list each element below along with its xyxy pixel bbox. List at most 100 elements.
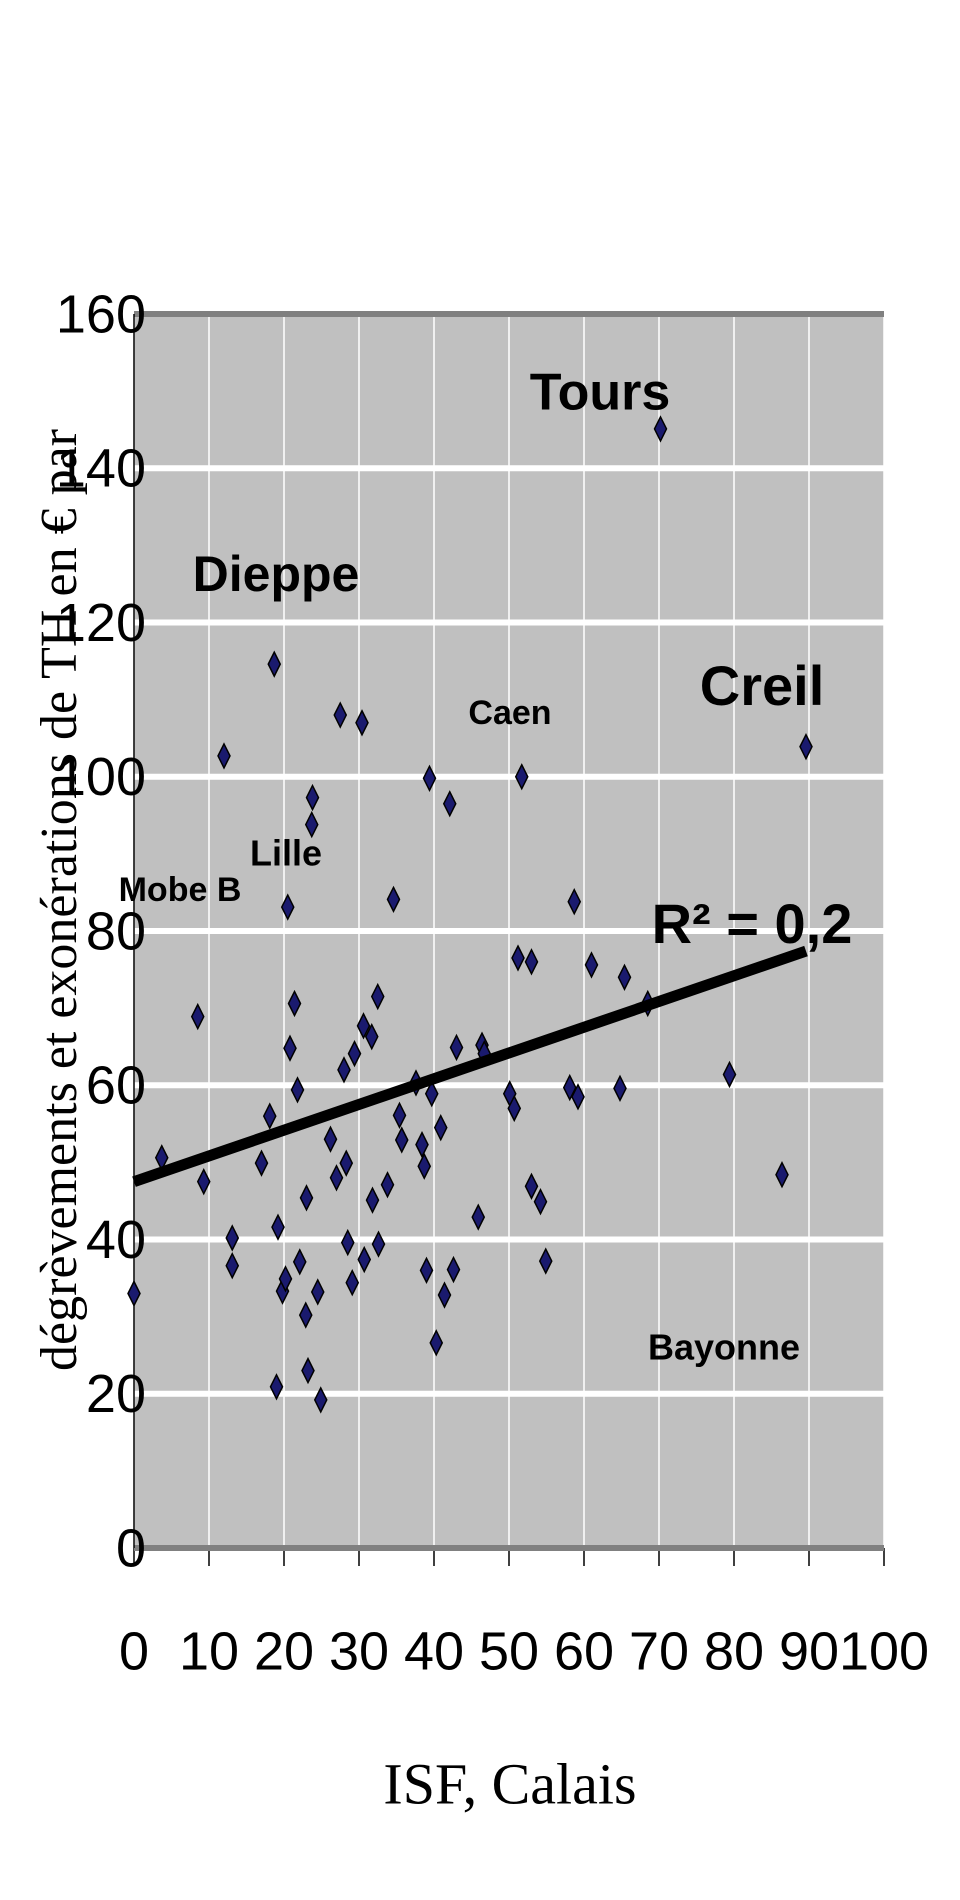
point xyxy=(799,732,813,761)
x-tick-label: 20 xyxy=(254,1621,314,1681)
point xyxy=(437,1281,452,1309)
point xyxy=(562,1073,577,1102)
point xyxy=(323,1125,338,1153)
point xyxy=(298,1301,313,1329)
y-tick-label: 140 xyxy=(56,439,146,499)
y-tick-label: 160 xyxy=(56,284,146,344)
point xyxy=(225,1252,240,1280)
annotation: Creil xyxy=(700,654,825,717)
point xyxy=(446,1255,461,1284)
point xyxy=(254,1149,269,1177)
point xyxy=(442,790,457,818)
point xyxy=(380,1171,395,1199)
y-tick-label: 20 xyxy=(86,1364,146,1424)
point xyxy=(340,1228,355,1257)
annotation: Caen xyxy=(468,694,551,732)
annotation: Mobe B xyxy=(119,871,242,909)
x-tick-label: 80 xyxy=(704,1621,764,1681)
annotation: Dieppe xyxy=(193,546,360,602)
trendline xyxy=(132,945,808,1187)
y-tick-label: 60 xyxy=(86,1056,146,1116)
point xyxy=(190,1002,205,1031)
point xyxy=(364,1022,379,1051)
point xyxy=(310,1278,325,1306)
y-tick-label: 40 xyxy=(86,1210,146,1270)
annotation: Bayonne xyxy=(648,1327,800,1368)
x-tick-label: 60 xyxy=(554,1621,614,1681)
point xyxy=(613,1074,627,1103)
point xyxy=(584,951,599,979)
point xyxy=(386,885,401,914)
point xyxy=(722,1060,737,1089)
point xyxy=(304,810,319,839)
point xyxy=(511,944,525,972)
point xyxy=(355,709,369,737)
point xyxy=(278,1265,293,1293)
point xyxy=(370,982,385,1011)
point xyxy=(524,948,539,976)
x-axis-label: ISF, Calais xyxy=(383,1751,636,1816)
x-tick-label: 40 xyxy=(404,1621,464,1681)
point xyxy=(617,963,632,991)
point xyxy=(280,893,295,921)
point xyxy=(333,701,348,729)
point xyxy=(269,1373,284,1401)
point xyxy=(419,1256,434,1285)
point xyxy=(533,1188,548,1216)
point xyxy=(262,1102,277,1130)
point xyxy=(415,1130,429,1159)
y-tick-label: 120 xyxy=(56,593,146,653)
point xyxy=(429,1329,444,1357)
point xyxy=(267,650,282,678)
point xyxy=(417,1152,432,1180)
point xyxy=(775,1161,789,1189)
point xyxy=(371,1230,386,1258)
point xyxy=(225,1224,240,1252)
point xyxy=(127,1279,141,1308)
point xyxy=(329,1164,344,1192)
point xyxy=(305,783,320,812)
point xyxy=(290,1076,305,1104)
point xyxy=(449,1033,464,1062)
x-tick-label: 70 xyxy=(629,1621,689,1681)
point xyxy=(299,1184,314,1212)
point xyxy=(424,1080,439,1108)
y-tick-label: 100 xyxy=(56,747,146,807)
x-tick-label: 50 xyxy=(479,1621,539,1681)
point xyxy=(301,1356,315,1385)
x-tick-label: 0 xyxy=(119,1621,149,1681)
point xyxy=(524,1172,539,1200)
point xyxy=(339,1149,354,1177)
point xyxy=(357,1245,372,1274)
point xyxy=(433,1113,448,1142)
point xyxy=(392,1101,407,1130)
point xyxy=(347,1039,362,1068)
x-tick-label: 10 xyxy=(179,1621,239,1681)
x-tick-label: 30 xyxy=(329,1621,389,1681)
point xyxy=(471,1203,486,1231)
point xyxy=(394,1126,409,1154)
y-tick-label: 80 xyxy=(86,901,146,961)
point xyxy=(538,1247,553,1275)
annotation: R² = 0,2 xyxy=(652,892,853,955)
point xyxy=(365,1186,380,1214)
y-tick-label: 0 xyxy=(116,1518,146,1578)
point xyxy=(287,989,302,1018)
point xyxy=(292,1248,307,1276)
point xyxy=(337,1056,351,1084)
point xyxy=(217,742,231,770)
point xyxy=(422,764,437,792)
y-axis-label: dégrèvements et exonérations de TH en € … xyxy=(31,429,88,1371)
point xyxy=(514,763,529,791)
point xyxy=(356,1012,371,1040)
annotation: Tours xyxy=(530,364,671,422)
x-tick-label: 90 xyxy=(779,1621,839,1681)
point xyxy=(507,1094,522,1123)
point xyxy=(345,1269,360,1297)
x-tick-label: 100 xyxy=(839,1621,929,1681)
point xyxy=(571,1083,585,1111)
point xyxy=(271,1213,285,1241)
point xyxy=(283,1034,297,1062)
point xyxy=(313,1386,328,1414)
point xyxy=(567,888,582,916)
